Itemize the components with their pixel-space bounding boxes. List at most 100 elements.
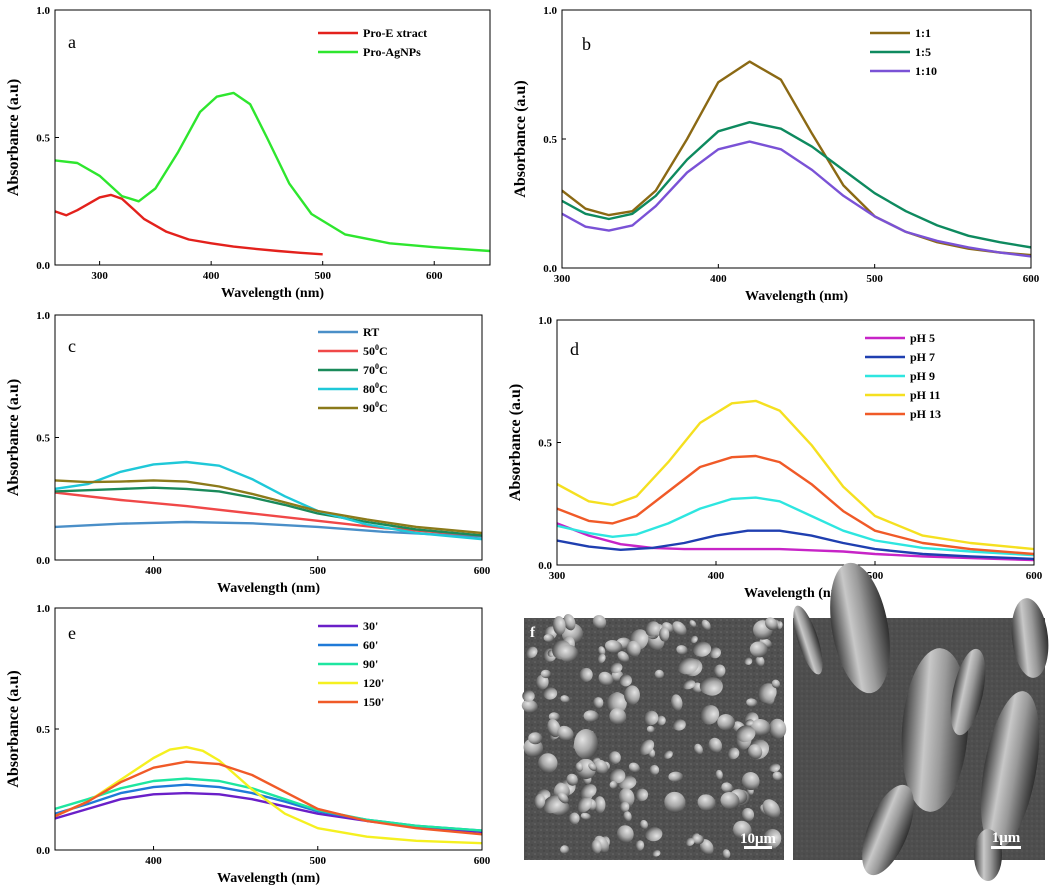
nanorod — [1011, 598, 1049, 678]
panel-letter-d: d — [570, 339, 579, 359]
nanoparticle — [583, 710, 599, 722]
nanoparticle — [639, 739, 655, 755]
nanoparticle — [592, 614, 607, 630]
nanorod — [901, 648, 969, 812]
nanoparticle — [563, 613, 576, 631]
series-line-b-0 — [562, 60, 1031, 257]
nanoparticle — [557, 725, 574, 742]
plot-frame-e — [54, 607, 483, 851]
nanoparticle — [751, 719, 771, 736]
nanoparticle — [656, 715, 666, 726]
plot-frame-a — [54, 9, 491, 266]
nanoparticle — [744, 657, 753, 665]
nanoparticle — [624, 685, 640, 705]
x-tick-label: 600 — [426, 270, 443, 282]
panel-letter-e: e — [68, 623, 76, 643]
y-tick-label: 0.0 — [36, 260, 50, 272]
nanoparticle — [628, 762, 640, 773]
sem-image-right: 1μm — [793, 562, 1049, 881]
nanoparticle — [717, 714, 735, 731]
nanoparticle — [593, 796, 606, 814]
nanoparticle — [593, 759, 609, 775]
nanoparticle — [619, 674, 632, 687]
y-tick-label: 0.0 — [36, 845, 50, 857]
x-axis-label: Wavelength (nm) — [217, 871, 320, 886]
nanoparticle — [609, 662, 623, 674]
nanoparticle — [568, 812, 580, 825]
legend-label: 1:10 — [915, 64, 937, 78]
nanoparticle — [538, 753, 558, 773]
nanoparticle — [682, 679, 696, 690]
nanoparticle — [747, 744, 763, 760]
nanoparticle — [548, 712, 560, 722]
nanoparticle — [715, 769, 723, 780]
nanoparticle — [543, 633, 555, 643]
nanoparticle — [670, 694, 683, 712]
series-line-c-0 — [55, 520, 482, 538]
y-tick-label: 0.5 — [36, 433, 50, 445]
nanoparticle — [755, 655, 765, 667]
nanoparticle — [635, 788, 649, 802]
chart-panel-b: 300 400 500 600 0.0 0.5 1.0 Wavelength (nm) Abso… — [512, 5, 1040, 304]
nanoparticle — [566, 773, 578, 786]
series-line-e-4 — [55, 760, 482, 836]
nanoparticle — [608, 751, 621, 765]
scale-bar-left — [744, 846, 772, 849]
nanoparticle — [745, 719, 754, 726]
x-axis-label: Wavelength (nm) — [744, 586, 847, 601]
y-axis-label: Absorbance (a.u) — [512, 80, 529, 197]
legend-label: 90' — [363, 657, 378, 671]
nanoparticle — [609, 708, 627, 725]
chart-panel-c: 400 500 600 0.0 0.5 1.0 Wavelength (nm) Absorba… — [5, 310, 491, 596]
y-tick-label: 0.5 — [543, 134, 557, 146]
nanoparticle — [640, 819, 648, 830]
nanoparticle — [534, 793, 546, 809]
nanoparticle — [664, 791, 686, 813]
nanoparticle — [575, 762, 584, 772]
nanoparticle — [771, 679, 781, 689]
nanoparticle — [635, 840, 645, 851]
nanoparticle — [757, 683, 777, 703]
nanoparticle — [649, 765, 660, 775]
plot-frame-d — [556, 319, 1035, 566]
nanoparticle — [749, 641, 768, 658]
nanoparticle — [609, 780, 618, 789]
nanoparticle — [619, 801, 630, 813]
nanoparticle — [701, 619, 711, 631]
nanoparticle — [623, 811, 632, 822]
nanoparticle — [644, 710, 659, 726]
x-tick-label: 600 — [1026, 570, 1043, 582]
x-tick-label: 600 — [474, 565, 491, 577]
legend-label: 1:5 — [915, 45, 931, 59]
legend-label: 1:1 — [915, 26, 931, 40]
scale-label-left: 10μm — [740, 831, 777, 847]
nanoparticle — [690, 635, 698, 644]
legend-label: Pro-AgNPs — [363, 45, 421, 59]
nanoparticle — [605, 640, 623, 653]
y-tick-label: 1.0 — [543, 5, 557, 17]
y-tick-label: 0.5 — [36, 724, 50, 736]
legend-label: pH 11 — [910, 388, 940, 402]
x-tick-label: 600 — [474, 855, 491, 867]
legend-label: 700C — [363, 362, 388, 377]
x-tick-label: 300 — [554, 273, 571, 285]
nanoparticle — [700, 705, 720, 725]
series-line-d-3 — [557, 399, 1034, 551]
x-tick-label: 500 — [310, 855, 327, 867]
nanoparticle — [697, 794, 716, 812]
nanoparticle — [676, 645, 688, 655]
nanoparticle — [652, 849, 661, 857]
x-tick-label: 300 — [549, 570, 566, 582]
nanoparticle — [609, 768, 626, 784]
nanorod — [830, 562, 890, 694]
legend-label: 150' — [363, 695, 384, 709]
x-tick-label: 600 — [1023, 273, 1040, 285]
nanoparticle — [646, 725, 655, 733]
y-tick-label: 1.0 — [36, 603, 50, 615]
nanoparticle — [720, 791, 740, 810]
nanorod — [862, 784, 914, 876]
series-line-c-3 — [55, 460, 482, 541]
nanoparticle — [672, 719, 686, 731]
nanoparticle — [618, 788, 635, 808]
